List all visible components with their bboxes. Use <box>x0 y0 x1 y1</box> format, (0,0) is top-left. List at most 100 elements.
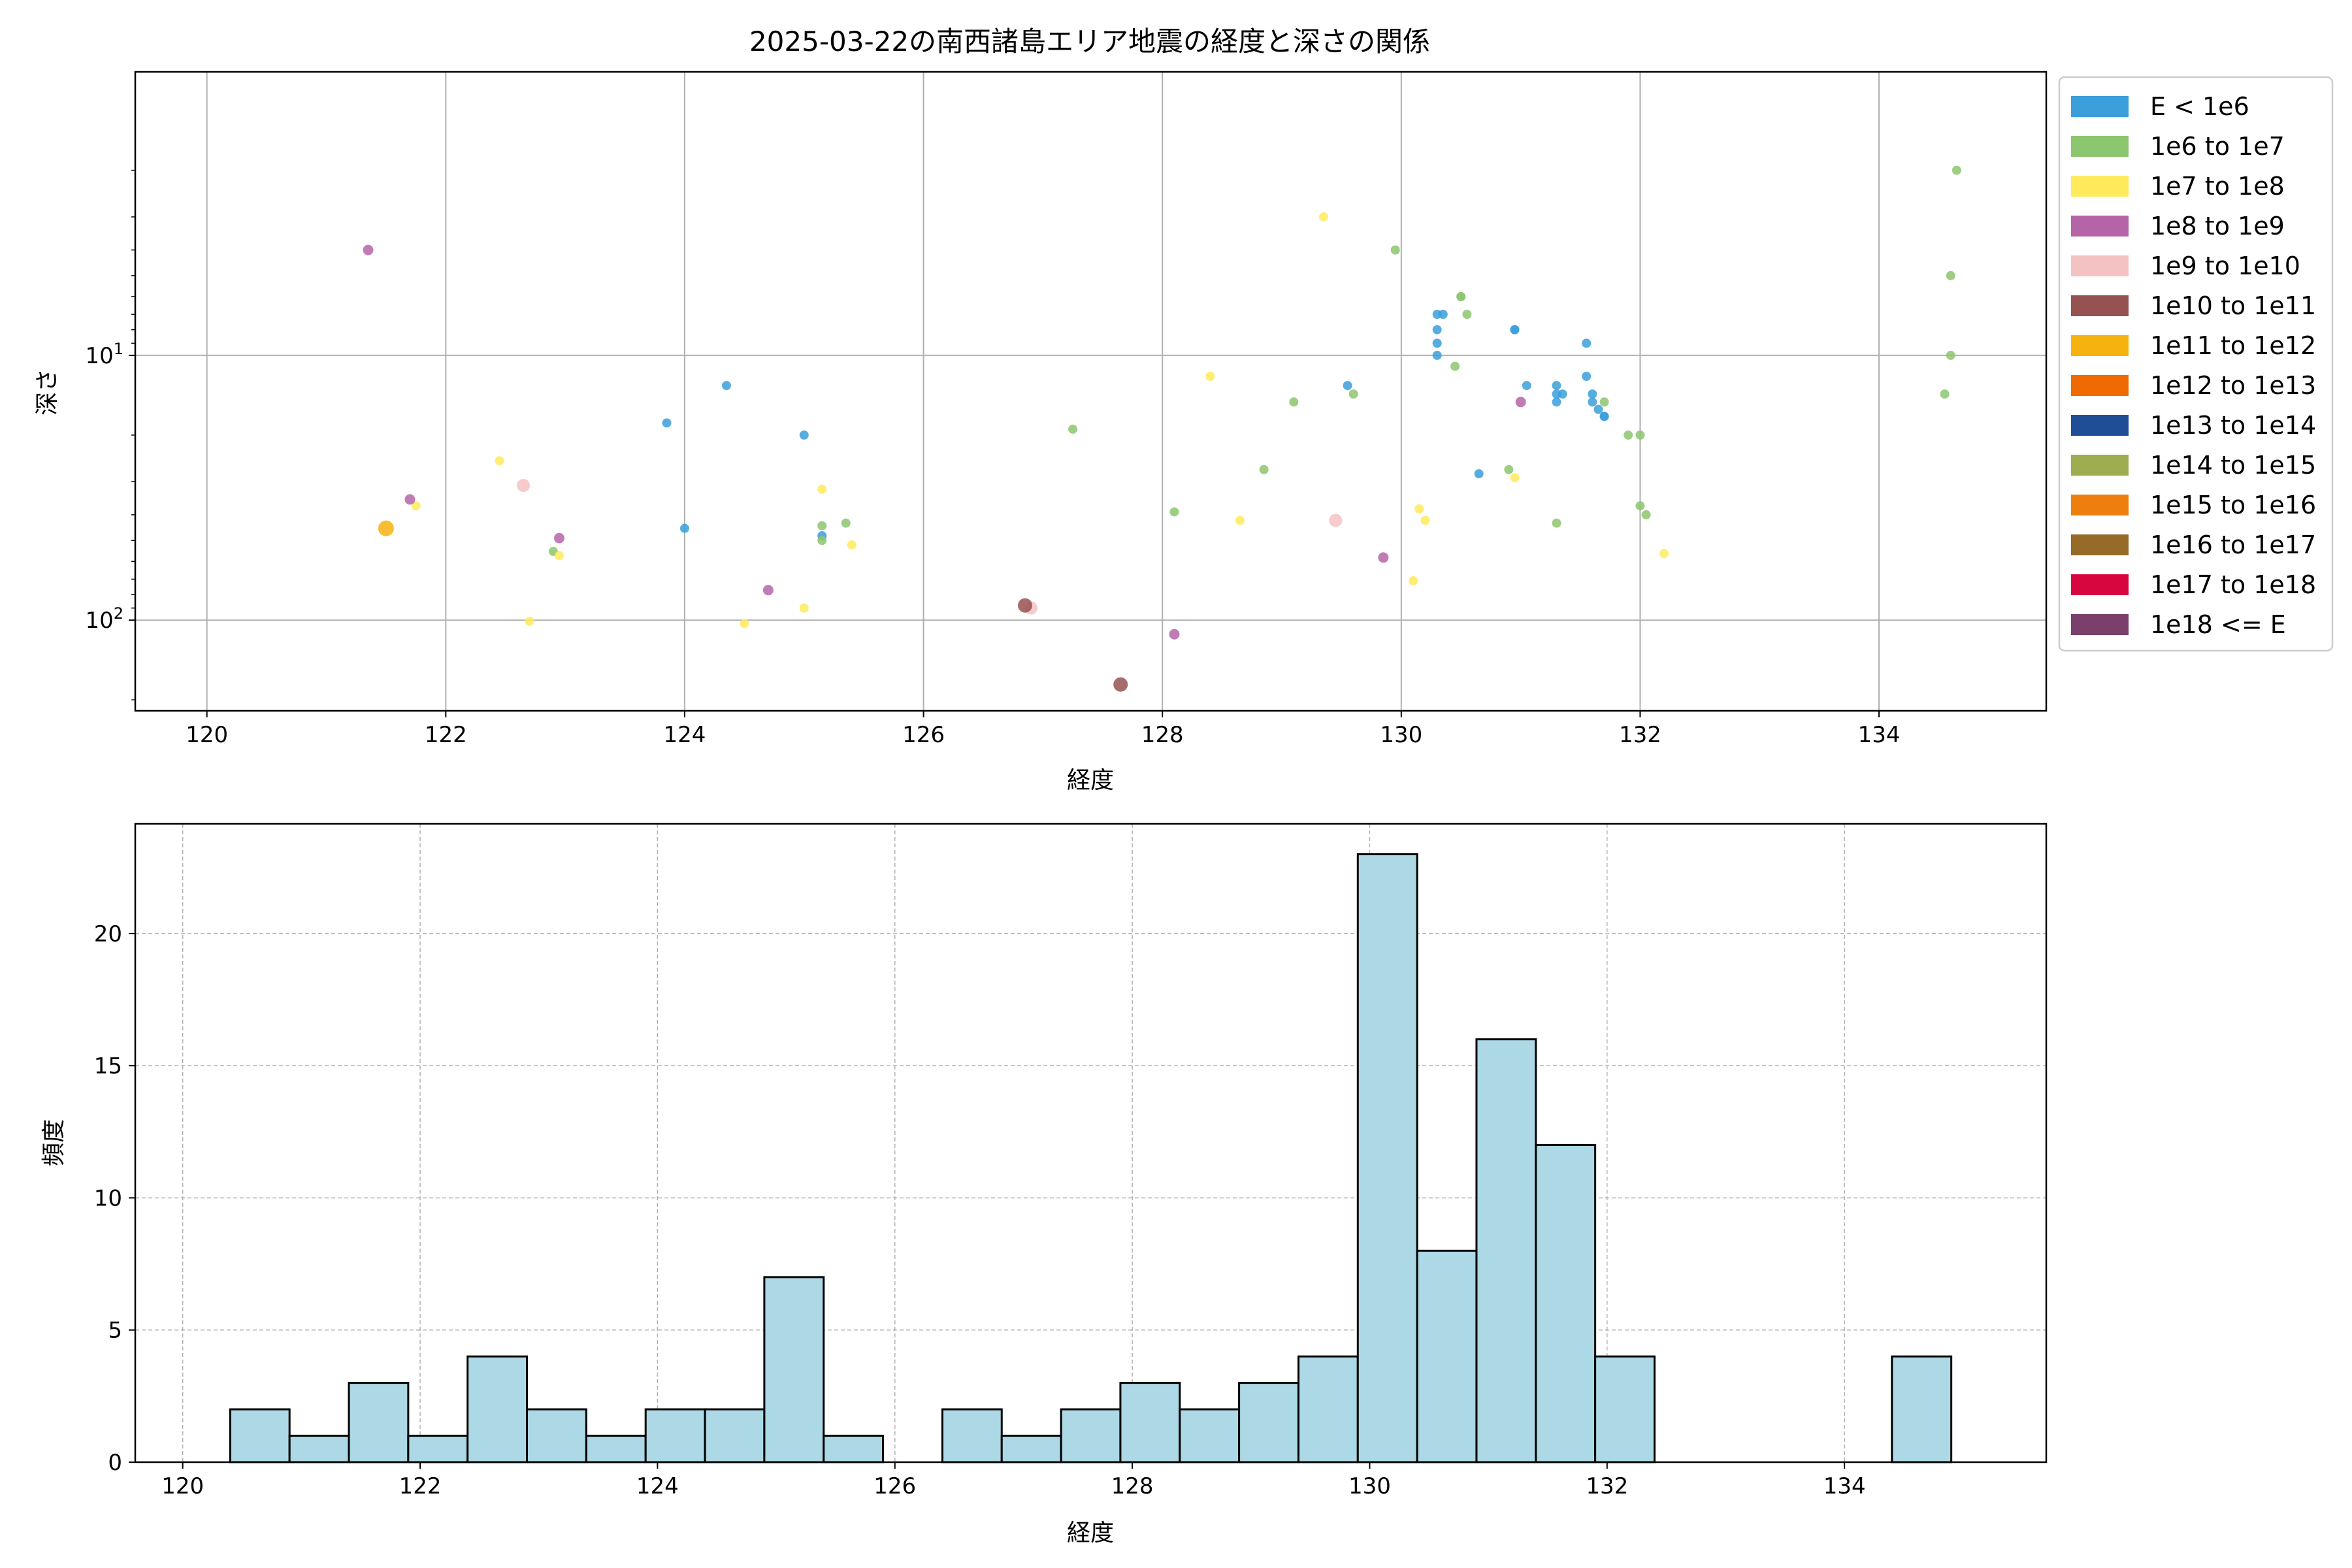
legend-swatch <box>2071 415 2129 436</box>
scatter-x-axis-label: 経度 <box>1067 767 1114 794</box>
data-point <box>1456 291 1466 301</box>
data-point <box>1068 424 1078 434</box>
data-point <box>1504 465 1514 474</box>
x-tick-label: 130 <box>1380 722 1422 748</box>
histogram-bar <box>1891 1355 1953 1463</box>
data-point <box>1378 552 1389 563</box>
data-point <box>1635 430 1645 440</box>
data-point <box>762 585 774 596</box>
data-point <box>1582 372 1592 382</box>
data-point <box>817 521 827 531</box>
histogram-bar <box>1594 1355 1656 1463</box>
data-point <box>378 520 394 536</box>
legend-swatch <box>2071 136 2129 157</box>
legend-label: 1e8 to 1e9 <box>2150 212 2285 240</box>
data-point <box>1558 389 1567 399</box>
x-tick-label: 120 <box>186 722 228 748</box>
x-tick-label: 132 <box>1586 1473 1628 1499</box>
data-point <box>1235 515 1245 525</box>
data-point <box>1635 501 1645 511</box>
histogram-plot-frame <box>134 823 2048 1463</box>
data-point <box>841 518 851 528</box>
data-point <box>1318 212 1328 221</box>
data-point <box>1409 576 1418 585</box>
data-point <box>1438 310 1448 319</box>
legend-label: 1e6 to 1e7 <box>2150 132 2285 161</box>
data-point <box>1390 245 1400 255</box>
data-point <box>1599 412 1609 421</box>
data-point <box>1289 397 1299 407</box>
data-point <box>1205 372 1215 382</box>
histogram-bar <box>823 1435 885 1463</box>
data-point <box>1510 473 1520 483</box>
legend-items: E < 1e6 1e6 to 1e7 1e7 to 1e8 1e8 to 1e9 1e9… <box>2071 92 2316 639</box>
histogram-bar <box>704 1408 766 1463</box>
histogram-bar <box>1356 853 1418 1463</box>
x-tick-label: 128 <box>1111 1473 1154 1499</box>
data-point <box>662 418 672 428</box>
data-point <box>1420 515 1430 525</box>
x-tick-label: 122 <box>399 1473 442 1499</box>
histogram-bar <box>1475 1038 1537 1463</box>
y-tick-label: 10 <box>94 1185 122 1211</box>
data-point <box>817 484 827 494</box>
x-tick-label: 134 <box>1858 722 1901 748</box>
data-point <box>1510 325 1520 335</box>
data-point <box>1946 350 1955 360</box>
data-point <box>1348 389 1358 399</box>
legend: E < 1e6 1e6 to 1e7 1e7 to 1e8 1e8 to 1e9 1e9… <box>2058 76 2334 652</box>
y-tick-label: 101 <box>85 340 123 369</box>
x-tick-label: 128 <box>1141 722 1184 748</box>
data-point <box>1946 270 1955 280</box>
legend-swatch <box>2071 614 2129 635</box>
histogram-bar <box>1119 1382 1181 1463</box>
data-point <box>1624 430 1633 440</box>
data-point <box>1432 325 1442 335</box>
histogram-bar <box>1535 1144 1597 1463</box>
x-tick-label: 134 <box>1823 1473 1866 1499</box>
scatter-chart: 2025-03-22の南西諸島エリア地震の経度と深さの関係 120 122 124 1… <box>34 25 2334 794</box>
data-point <box>1017 598 1032 613</box>
legend-swatch <box>2071 495 2129 515</box>
data-point <box>495 456 504 466</box>
data-point <box>1588 389 1597 399</box>
data-point <box>1259 465 1269 474</box>
histogram-bar <box>1238 1382 1299 1463</box>
data-point <box>1940 389 1950 399</box>
data-point <box>1588 397 1597 407</box>
data-point <box>525 616 534 626</box>
legend-label: E < 1e6 <box>2150 92 2249 121</box>
y-tick-label: 0 <box>108 1450 122 1476</box>
legend-frame <box>2058 76 2334 652</box>
histogram-bar <box>288 1435 350 1463</box>
data-point <box>1659 549 1669 559</box>
histogram-bar <box>526 1408 587 1463</box>
legend-label: 1e7 to 1e8 <box>2150 172 2285 201</box>
scatter-points <box>363 165 1961 692</box>
data-point <box>1462 310 1472 319</box>
legend-swatch <box>2071 534 2129 555</box>
histogram-bar <box>585 1435 647 1463</box>
histogram-bar <box>348 1382 410 1463</box>
histogram-bar <box>644 1408 706 1463</box>
legend-label: 1e11 to 1e12 <box>2150 331 2316 360</box>
legend-label: 1e16 to 1e17 <box>2150 531 2316 559</box>
data-point <box>1474 469 1484 479</box>
x-tick-label: 130 <box>1348 1473 1391 1499</box>
histogram-y-ticks: 0 5 10 15 20 <box>94 921 135 1476</box>
scatter-y-ticks: 101 102 <box>85 169 135 700</box>
data-point <box>1432 350 1442 360</box>
data-point <box>1552 518 1561 528</box>
histogram-bar <box>1060 1408 1122 1463</box>
histogram-bar <box>407 1435 469 1463</box>
data-point <box>799 603 809 613</box>
data-point <box>1552 397 1561 407</box>
histogram-bar <box>1416 1249 1478 1463</box>
data-point <box>1169 507 1179 517</box>
histogram-chart: 120 122 124 126 128 130 132 134 0 5 10 15 20 経度 頻度 <box>41 823 2048 1546</box>
data-point <box>411 501 421 511</box>
legend-label: 1e13 to 1e14 <box>2150 411 2316 440</box>
data-point <box>1599 397 1609 407</box>
data-point <box>517 479 531 493</box>
